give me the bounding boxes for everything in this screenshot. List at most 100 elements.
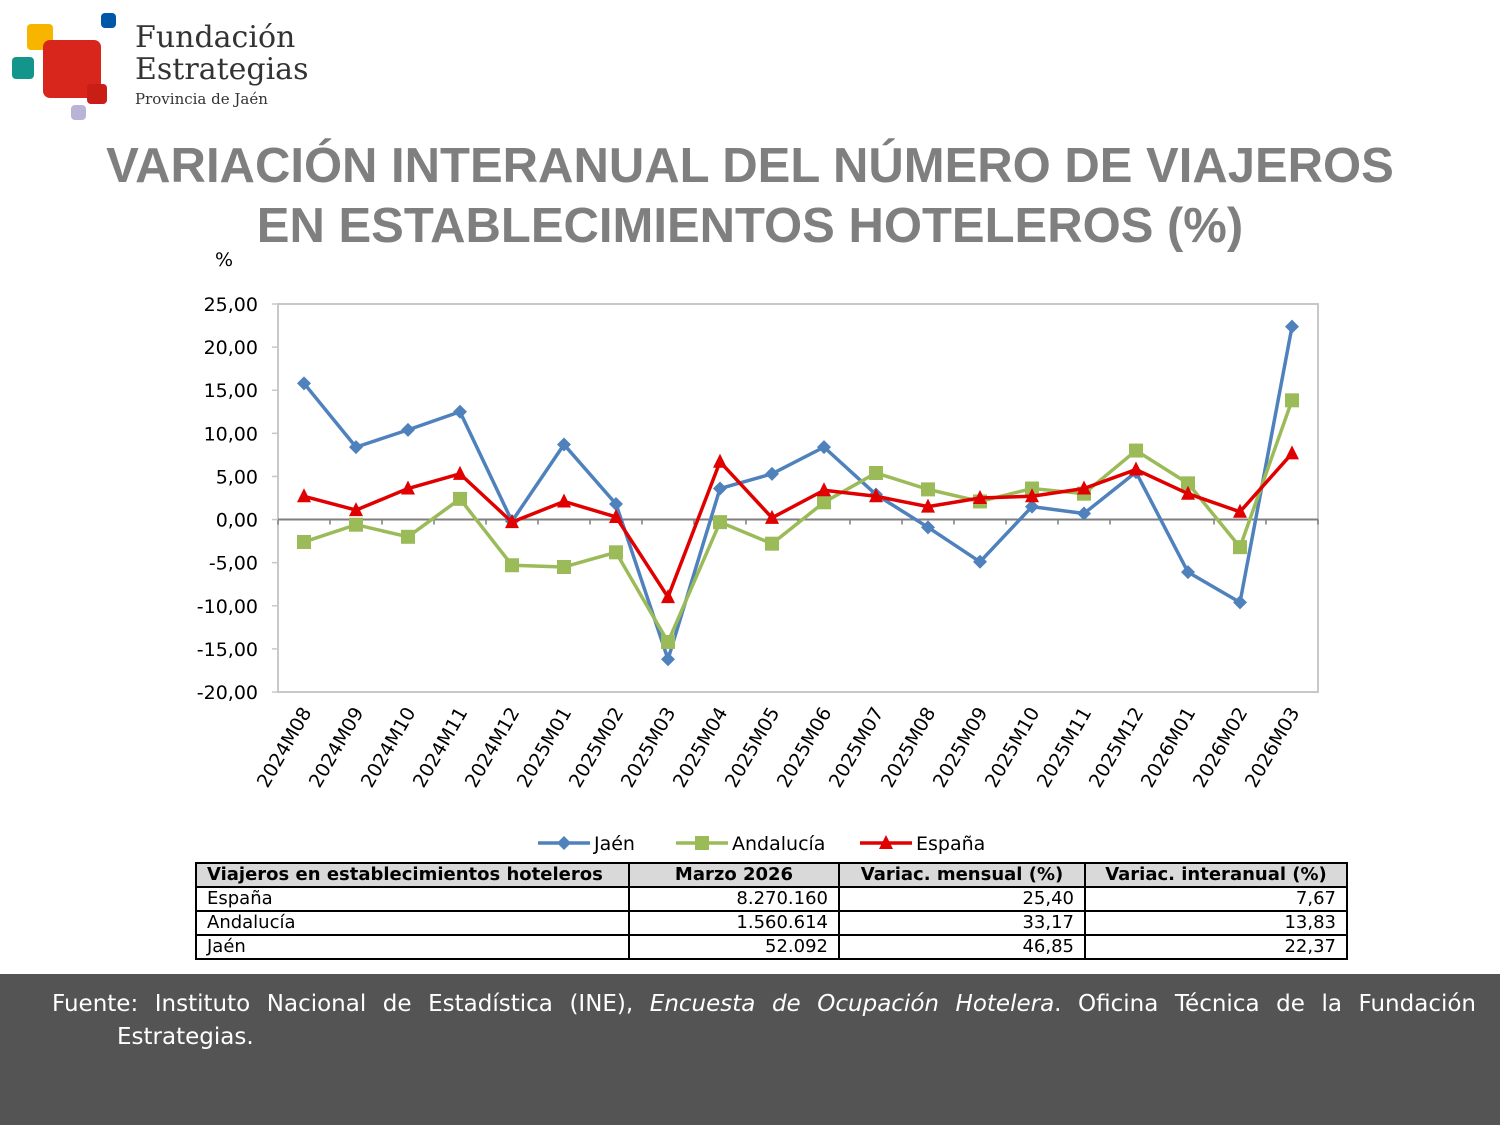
source-survey-name: Encuesta de Ocupación Hotelera bbox=[649, 991, 1055, 1017]
logo-subtitle: Provincia de Jaén bbox=[135, 90, 268, 108]
series-line-jaen bbox=[302, 326, 1294, 661]
data-point-andalucia bbox=[1285, 393, 1299, 408]
page-title: VARIACIÓN INTERANUAL DEL NÚMERO DE VIAJE… bbox=[0, 136, 1500, 256]
data-point-andalucia bbox=[817, 495, 831, 510]
y-tick-label: -20,00 bbox=[197, 682, 258, 704]
data-point-jaen bbox=[1077, 506, 1091, 521]
data-point-jaen bbox=[1025, 499, 1039, 514]
data-point-jaen bbox=[973, 554, 987, 569]
table-cell-yearly: 13,83 bbox=[1084, 910, 1348, 936]
data-point-espana bbox=[505, 514, 519, 529]
y-tick-label: 10,00 bbox=[204, 423, 258, 445]
source-line2: Estrategias. bbox=[117, 1024, 254, 1050]
data-point-espana bbox=[1233, 503, 1247, 518]
legend-marker-jaen bbox=[557, 836, 571, 850]
page-title-line1: VARIACIÓN INTERANUAL DEL NÚMERO DE VIAJE… bbox=[106, 139, 1394, 193]
legend-label-espana: España bbox=[916, 833, 985, 855]
y-tick-label: -10,00 bbox=[197, 596, 258, 618]
data-point-jaen bbox=[349, 440, 363, 455]
plot-area bbox=[277, 303, 1319, 693]
logo-name-line2: Estrategias bbox=[135, 52, 309, 87]
table-cell-region: España bbox=[195, 886, 630, 912]
y-axis-label: % bbox=[215, 249, 233, 271]
y-tick-label: -15,00 bbox=[197, 639, 258, 661]
data-point-espana bbox=[765, 509, 779, 524]
source-suffix: . Oficina Técnica de la Fundación bbox=[1054, 991, 1477, 1017]
data-point-andalucia bbox=[869, 465, 883, 480]
table-header-month: Marzo 2026 bbox=[628, 862, 840, 888]
table-cell-monthly: 33,17 bbox=[838, 910, 1086, 936]
y-tick-label: 0,00 bbox=[216, 510, 258, 532]
table-cell-region: Jaén bbox=[195, 934, 630, 960]
table-row: Jaén 52.092 46,85 22,37 bbox=[195, 934, 1348, 960]
data-point-espana bbox=[401, 480, 415, 495]
y-tick-label: 20,00 bbox=[204, 337, 258, 359]
data-point-espana bbox=[453, 465, 467, 480]
data-point-andalucia bbox=[661, 634, 675, 649]
table-cell-value: 52.092 bbox=[628, 934, 840, 960]
data-point-jaen bbox=[921, 520, 935, 535]
footer-bar: Fuente: Instituto Nacional de Estadístic… bbox=[0, 974, 1500, 1125]
table-row: España 8.270.160 25,40 7,67 bbox=[195, 886, 1348, 912]
legend-marker-espana bbox=[879, 835, 893, 849]
legend-marker-andalucia bbox=[695, 836, 709, 850]
y-tick-label: -5,00 bbox=[209, 553, 258, 575]
data-point-andalucia bbox=[401, 529, 415, 544]
data-point-espana bbox=[349, 502, 363, 517]
table-cell-yearly: 7,67 bbox=[1084, 886, 1348, 912]
data-point-andalucia bbox=[713, 515, 727, 530]
data-point-andalucia bbox=[1181, 476, 1195, 491]
data-point-jaen bbox=[557, 437, 571, 452]
data-point-espana bbox=[921, 498, 935, 513]
data-point-espana bbox=[973, 490, 987, 504]
data-point-jaen bbox=[1233, 595, 1247, 610]
data-point-jaen bbox=[765, 466, 779, 481]
data-point-espana bbox=[869, 488, 883, 503]
legend-label-andalucia: Andalucía bbox=[732, 833, 825, 855]
data-point-jaen bbox=[401, 422, 415, 437]
y-tick-label: 25,00 bbox=[204, 294, 258, 316]
data-point-espana bbox=[1077, 480, 1091, 495]
legend-label-jaen: Jaén bbox=[593, 833, 635, 855]
table-header-monthly-change: Variac. mensual (%) bbox=[838, 862, 1086, 888]
data-point-jaen bbox=[297, 376, 311, 391]
table-cell-yearly: 22,37 bbox=[1084, 934, 1348, 960]
data-point-jaen bbox=[1285, 319, 1299, 334]
data-point-jaen bbox=[661, 652, 675, 667]
data-point-andalucia bbox=[557, 559, 571, 574]
data-point-andalucia bbox=[349, 517, 363, 532]
data-point-espana bbox=[1129, 461, 1143, 476]
table-header-yearly-change: Variac. interanual (%) bbox=[1084, 862, 1348, 888]
table-cell-region: Andalucía bbox=[195, 910, 630, 936]
logo-darkred-square bbox=[87, 84, 107, 104]
data-point-espana bbox=[557, 493, 571, 508]
y-tick-label: 15,00 bbox=[204, 380, 258, 402]
line-chart: 25,00 20,00 15,00 10,00 5,00 0,00 -5,00 -10,00 -… bbox=[197, 249, 1319, 855]
logo-name-line1: Fundación bbox=[135, 20, 296, 55]
data-point-andalucia bbox=[609, 545, 623, 560]
data-point-espana bbox=[713, 453, 727, 468]
data-point-andalucia bbox=[453, 491, 467, 506]
data-point-espana bbox=[1025, 488, 1039, 503]
data-point-jaen bbox=[453, 404, 467, 419]
logo-blue-square bbox=[101, 13, 116, 28]
data-point-andalucia bbox=[1233, 540, 1247, 555]
data-point-espana bbox=[817, 482, 831, 497]
table-header-row: Viajeros en establecimientos hoteleros M… bbox=[195, 862, 1348, 888]
data-point-espana bbox=[1181, 485, 1195, 500]
logo: Fundación Estrategias Provincia de Jaén bbox=[10, 10, 310, 120]
data-point-espana bbox=[297, 488, 311, 503]
data-point-espana bbox=[609, 508, 623, 523]
table-cell-value: 1.560.614 bbox=[628, 910, 840, 936]
logo-lavender-square bbox=[71, 105, 86, 120]
data-point-jaen bbox=[817, 440, 831, 455]
data-point-andalucia bbox=[1129, 443, 1143, 458]
data-point-andalucia bbox=[921, 482, 935, 497]
source-note: Fuente: Instituto Nacional de Estadístic… bbox=[52, 988, 1476, 1054]
logo-teal-square bbox=[12, 57, 34, 79]
source-line1: Fuente: Instituto Nacional de Estadístic… bbox=[52, 988, 1476, 1021]
source-prefix: Fuente: Instituto Nacional de Estadístic… bbox=[52, 991, 634, 1017]
series-line-andalucia bbox=[303, 399, 1294, 644]
table-cell-value: 8.270.160 bbox=[628, 886, 840, 912]
data-table: Viajeros en establecimientos hoteleros M… bbox=[195, 862, 1348, 960]
